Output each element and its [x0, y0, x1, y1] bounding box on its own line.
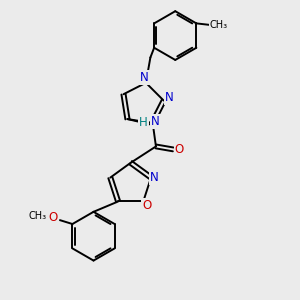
Text: O: O	[142, 199, 152, 212]
Text: CH₃: CH₃	[28, 211, 47, 221]
Text: N: N	[151, 115, 160, 128]
Text: N: N	[165, 91, 174, 104]
Text: H: H	[139, 116, 148, 129]
Text: N: N	[150, 171, 158, 184]
Text: N: N	[140, 71, 149, 84]
Text: CH₃: CH₃	[209, 20, 227, 30]
Text: O: O	[48, 211, 57, 224]
Text: O: O	[175, 143, 184, 156]
